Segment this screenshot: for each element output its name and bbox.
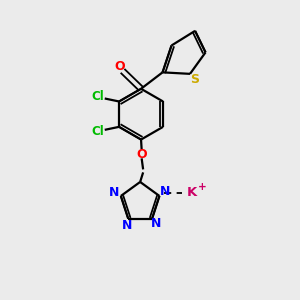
Text: Cl: Cl <box>91 125 104 138</box>
Text: N: N <box>152 217 162 230</box>
Text: N: N <box>109 187 119 200</box>
Text: +: + <box>198 182 206 192</box>
Text: K: K <box>187 187 197 200</box>
Text: N: N <box>122 219 132 232</box>
Text: O: O <box>136 148 147 161</box>
Text: Cl: Cl <box>91 91 104 103</box>
Text: S: S <box>190 73 199 86</box>
Text: N: N <box>160 185 170 198</box>
Text: O: O <box>115 60 125 73</box>
